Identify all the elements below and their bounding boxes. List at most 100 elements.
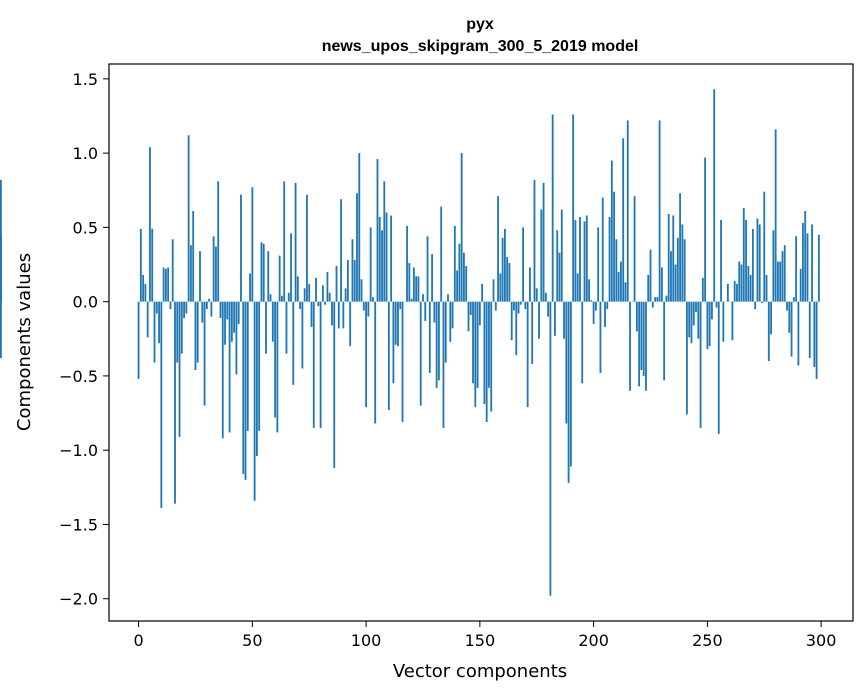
bar	[142, 274, 145, 302]
bar	[715, 301, 718, 308]
bar	[651, 301, 654, 308]
bar	[544, 292, 547, 302]
bar	[488, 301, 490, 388]
bar	[294, 182, 297, 302]
bar	[674, 264, 677, 302]
bar	[519, 301, 522, 305]
bar	[344, 288, 347, 302]
bar	[722, 301, 725, 342]
bar	[585, 215, 588, 302]
bar	[717, 301, 720, 434]
bar	[713, 89, 716, 302]
bar	[620, 261, 622, 302]
bar	[549, 301, 552, 596]
bar	[324, 301, 327, 305]
bar	[692, 301, 695, 326]
bar	[781, 251, 784, 302]
bar	[808, 301, 811, 359]
bar	[567, 301, 570, 483]
bar	[731, 301, 734, 341]
bar	[774, 129, 777, 302]
bar	[174, 301, 176, 504]
bar	[754, 301, 757, 310]
bar	[235, 301, 238, 375]
bar	[574, 219, 577, 302]
bar	[431, 254, 433, 302]
bar	[321, 285, 324, 302]
bar	[444, 301, 447, 363]
bar	[185, 301, 188, 314]
bar	[531, 301, 534, 365]
y-tick-label: 1.0	[73, 144, 98, 163]
bar	[153, 301, 156, 363]
bar	[144, 283, 147, 302]
bar	[224, 301, 226, 345]
bar	[583, 221, 586, 302]
bar	[610, 160, 613, 302]
y-tick-label: 1.5	[73, 70, 98, 89]
bar	[635, 301, 638, 332]
bar	[617, 271, 620, 302]
bar	[761, 301, 763, 304]
x-axis-label: Vector components	[393, 661, 567, 682]
bar	[244, 301, 247, 480]
bar	[513, 301, 515, 311]
bar	[433, 301, 436, 323]
bar	[622, 138, 625, 302]
bar	[783, 245, 786, 302]
bar	[795, 236, 798, 302]
bar	[208, 298, 211, 302]
bar	[767, 301, 770, 362]
bar	[554, 301, 556, 336]
bar	[149, 147, 151, 302]
bar	[158, 301, 160, 344]
bar	[626, 120, 629, 302]
bar	[494, 301, 497, 311]
bar	[751, 228, 754, 302]
bar	[390, 215, 393, 302]
bar	[517, 301, 520, 314]
bar	[392, 301, 395, 384]
bar	[287, 292, 290, 302]
bar	[606, 301, 609, 310]
bar	[529, 267, 531, 302]
bar	[538, 301, 540, 339]
bar	[526, 301, 529, 408]
bar	[629, 301, 631, 391]
bar	[351, 239, 354, 302]
bar	[360, 279, 363, 302]
bar	[638, 301, 641, 387]
bar	[663, 301, 666, 381]
bar	[189, 245, 192, 302]
y-tick-label: −2.0	[59, 590, 98, 609]
bar	[756, 218, 759, 302]
bar	[271, 301, 274, 342]
bar	[246, 301, 249, 431]
bar	[205, 301, 208, 310]
bar	[312, 301, 315, 428]
bar	[615, 239, 618, 302]
bar	[533, 179, 536, 302]
bar	[786, 301, 788, 311]
bar	[230, 301, 233, 342]
bar	[790, 301, 793, 357]
bar	[594, 301, 597, 311]
bar	[428, 301, 431, 373]
bar	[442, 301, 445, 428]
bar	[262, 243, 265, 302]
bar	[467, 301, 470, 332]
bar	[465, 266, 468, 302]
bar	[335, 266, 338, 302]
bar	[440, 206, 443, 302]
bar	[267, 251, 270, 302]
bar	[777, 261, 779, 302]
bar	[449, 301, 452, 342]
bar	[476, 301, 479, 388]
bar	[745, 219, 747, 302]
bar	[146, 301, 149, 338]
bar	[155, 301, 158, 314]
bar	[349, 301, 352, 347]
bar	[815, 301, 818, 379]
x-tick-label: 250	[692, 631, 723, 650]
bar	[362, 301, 365, 311]
